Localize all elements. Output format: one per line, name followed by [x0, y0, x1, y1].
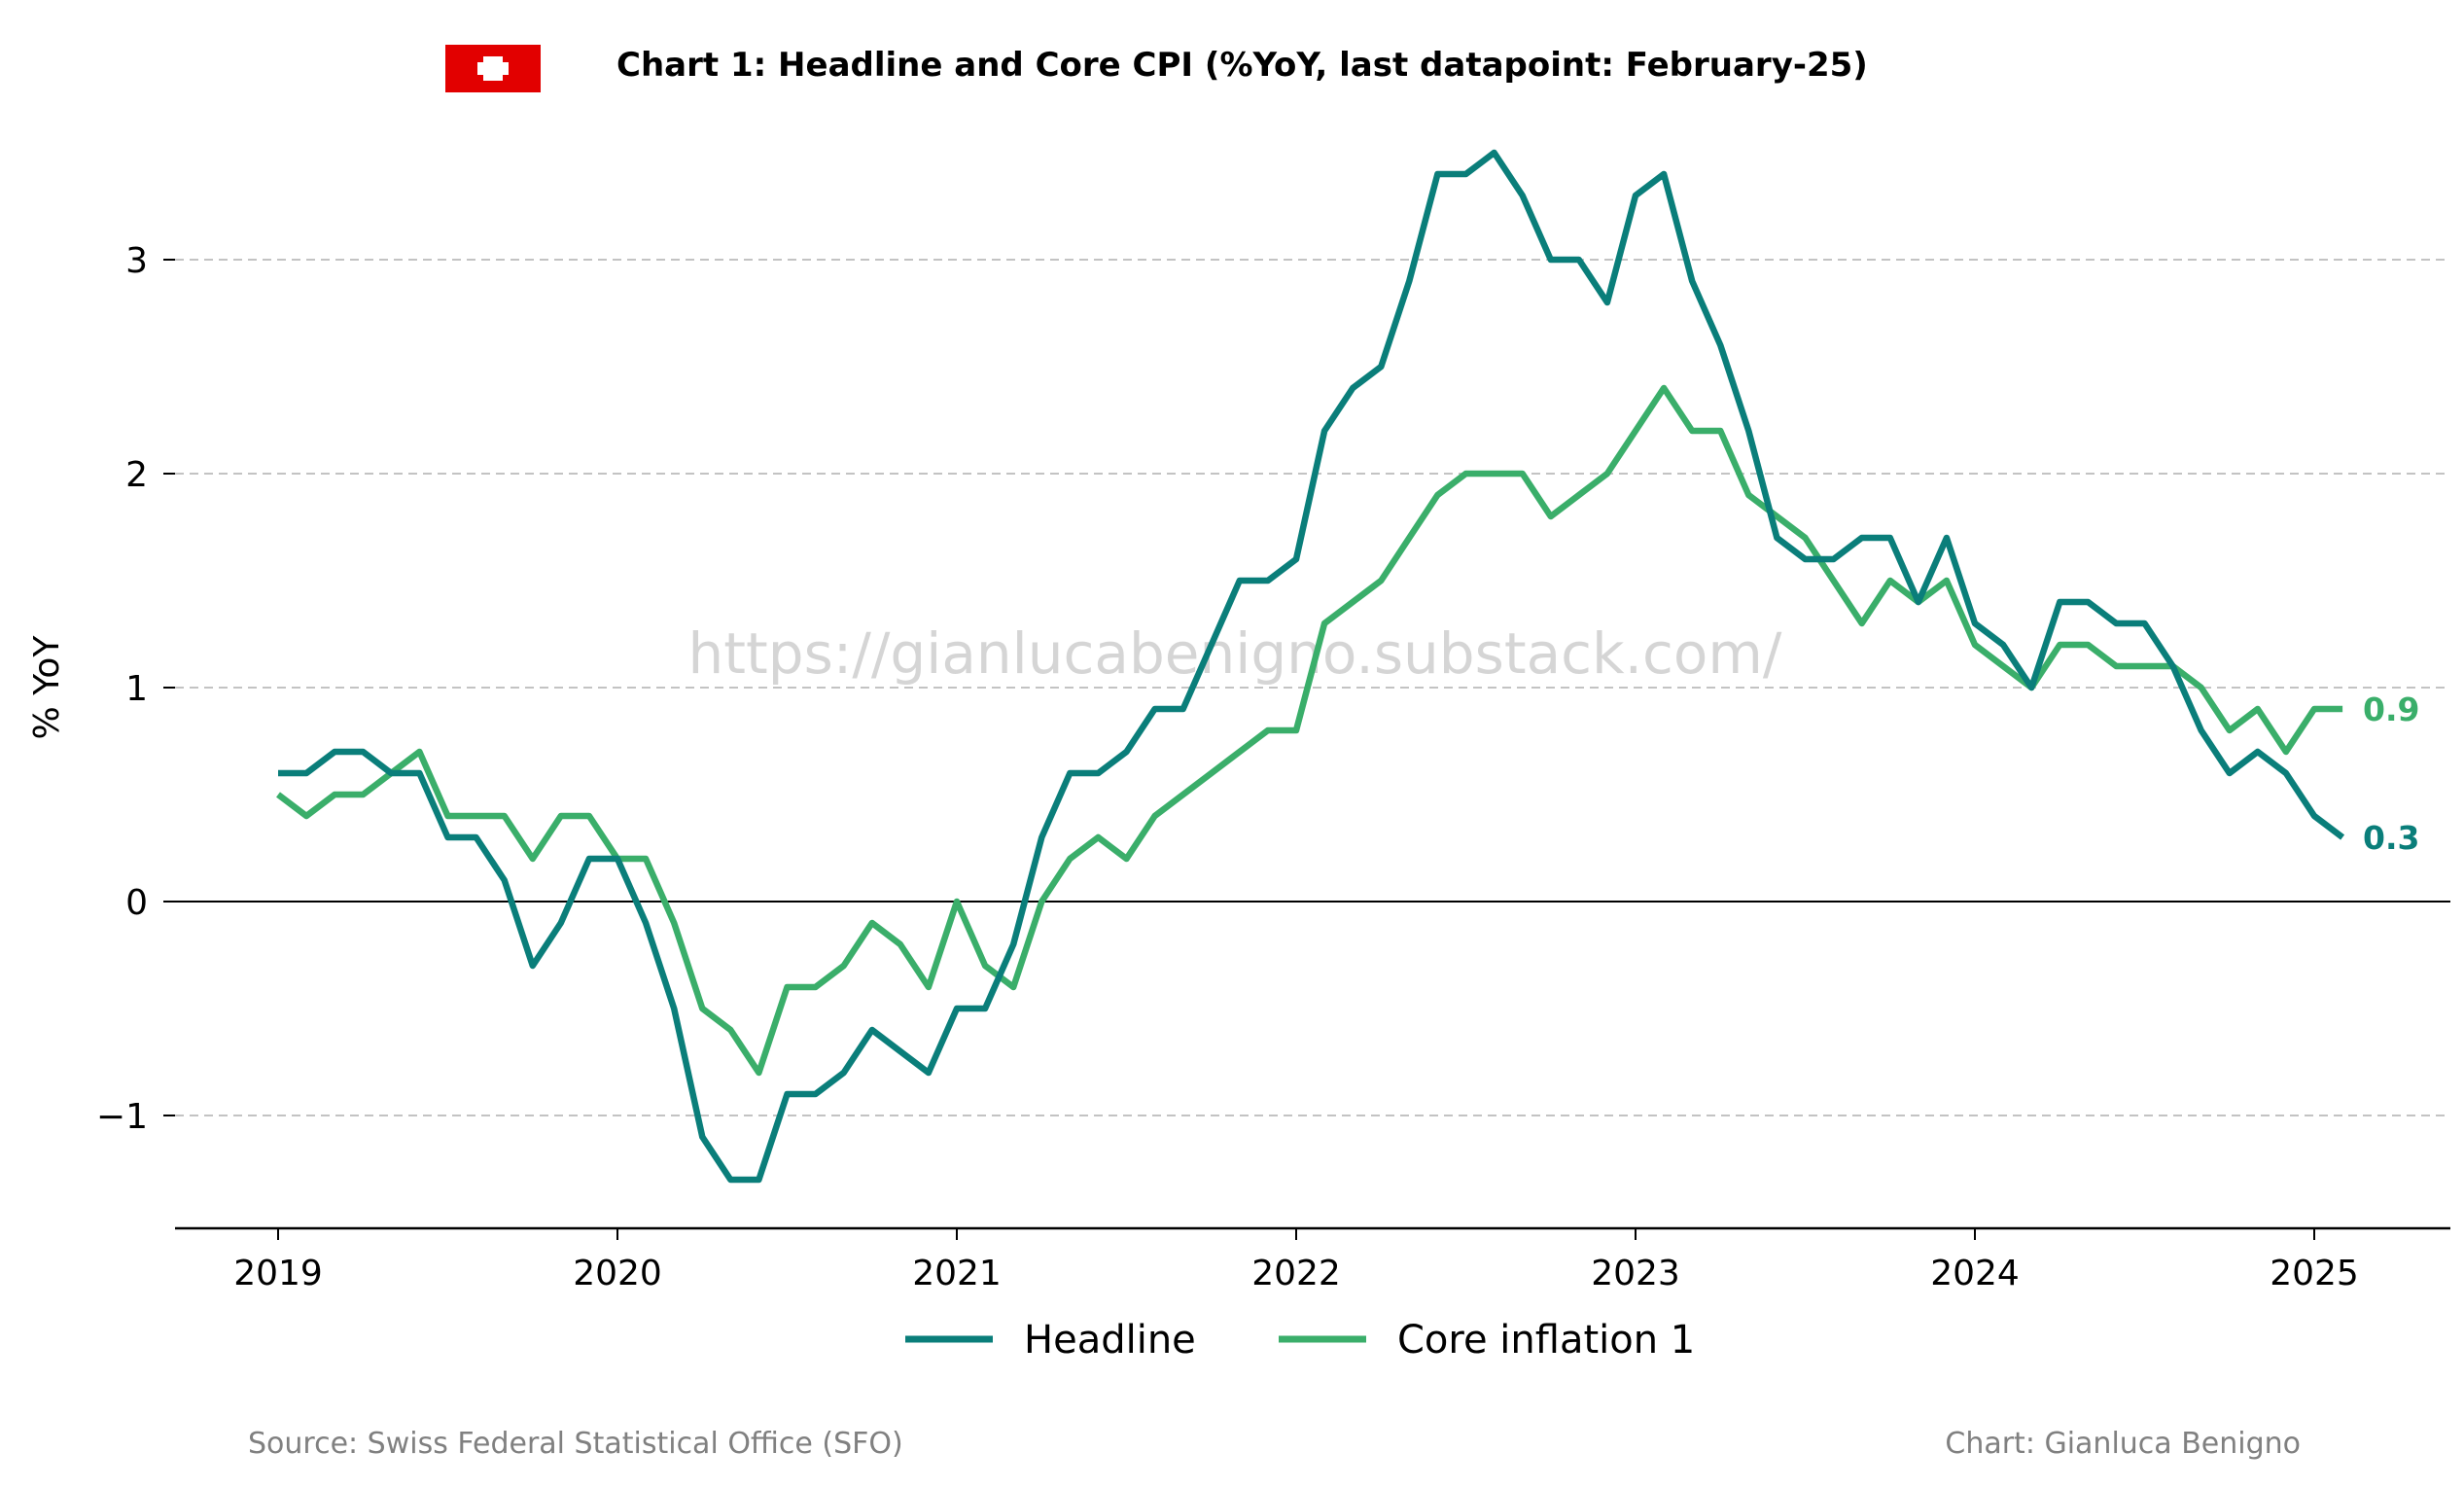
y-tick-label: −1: [96, 1097, 148, 1137]
series-layer: 0.9 0.3: [276, 149, 2419, 1184]
y-tick-label: 3: [125, 241, 148, 281]
x-tick-label: 2019: [233, 1254, 323, 1293]
x-tick-label: 2023: [1591, 1254, 1680, 1293]
chart-credit: Chart: Gianluca Benigno: [1945, 1427, 2301, 1461]
axis-layer: 3 2 1 0 −1 2019 2020 2021 2022 2023 2024 2025: [96, 241, 2450, 1293]
x-tick-label: 2022: [1251, 1254, 1341, 1293]
x-tick-label: 2020: [573, 1254, 662, 1293]
source-note: Source: Swiss Federal Statistical Office…: [248, 1427, 903, 1461]
series-line-headline: [278, 149, 2345, 1184]
x-tick-label: 2021: [912, 1254, 1002, 1293]
y-tick-label: 2: [125, 455, 148, 495]
legend-label-headline: Headline: [1024, 1318, 1196, 1363]
series-line-core: [276, 384, 2343, 1077]
x-tick-label: 2025: [2270, 1254, 2359, 1293]
grid-layer: [175, 259, 2450, 1116]
x-tick-label: 2024: [1930, 1254, 2020, 1293]
swiss-flag-icon: [445, 45, 541, 92]
legend: Headline Core inflation 1: [905, 1318, 1695, 1363]
y-axis-label: % YoY: [27, 635, 67, 740]
end-value-label-headline: 0.3: [2363, 819, 2419, 857]
end-value-label-core: 0.9: [2363, 690, 2419, 728]
y-tick-label: 0: [125, 883, 148, 923]
y-tick-label: 1: [125, 669, 148, 709]
legend-label-core: Core inflation 1: [1397, 1318, 1695, 1363]
chart-title: Chart 1: Headline and Core CPI (%YoY, la…: [616, 46, 1868, 85]
watermark: https://gianlucabenigno.substack.com/: [688, 620, 1782, 687]
